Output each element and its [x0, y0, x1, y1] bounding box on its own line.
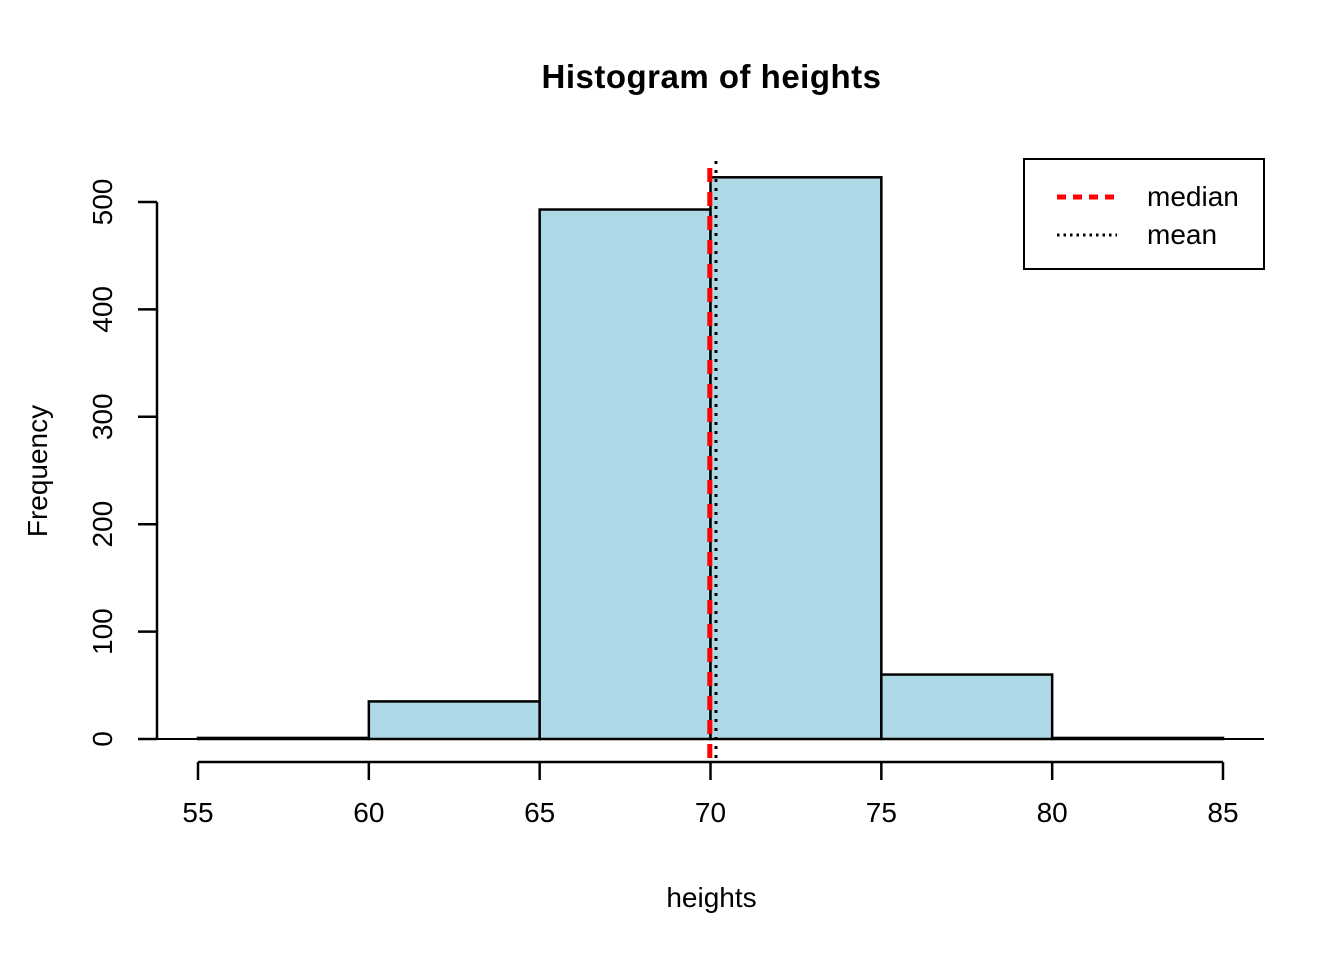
median-dashed-line-icon — [1057, 194, 1117, 200]
legend-label-median: median — [1147, 181, 1239, 212]
histogram-bar-60-65 — [367, 700, 541, 741]
histogram-bar-80-85 — [1050, 736, 1225, 741]
x-tick-label: 65 — [524, 797, 555, 828]
x-tick-label: 85 — [1207, 797, 1238, 828]
histogram-bar-65-70 — [538, 208, 712, 741]
legend-label-mean: mean — [1147, 219, 1218, 250]
y-tick-label: 200 — [87, 501, 118, 548]
x-tick-label: 70 — [695, 797, 726, 828]
y-axis-title: Frequency — [22, 404, 53, 538]
mean-dotted-line-icon — [1057, 233, 1117, 237]
legend-item-mean: mean — [1025, 218, 1263, 252]
x-axis-title: heights — [666, 882, 757, 913]
x-tick-label: 60 — [353, 797, 384, 828]
histogram-bar-75-80 — [880, 673, 1054, 741]
x-tick-label: 55 — [182, 797, 213, 828]
legend-item-median: median — [1025, 180, 1263, 214]
histogram-bar-70-75 — [709, 176, 883, 741]
chart-title: Histogram of heights — [541, 58, 882, 95]
legend: median mean — [1023, 158, 1265, 270]
y-tick-label: 100 — [87, 608, 118, 655]
y-tick-label: 500 — [87, 179, 118, 226]
histogram-bar-55-60 — [196, 736, 371, 741]
y-tick-label: 0 — [87, 731, 118, 747]
x-tick-label: 75 — [866, 797, 897, 828]
y-tick-label: 300 — [87, 393, 118, 440]
x-tick-label: 80 — [1037, 797, 1068, 828]
y-tick-label: 400 — [87, 286, 118, 333]
